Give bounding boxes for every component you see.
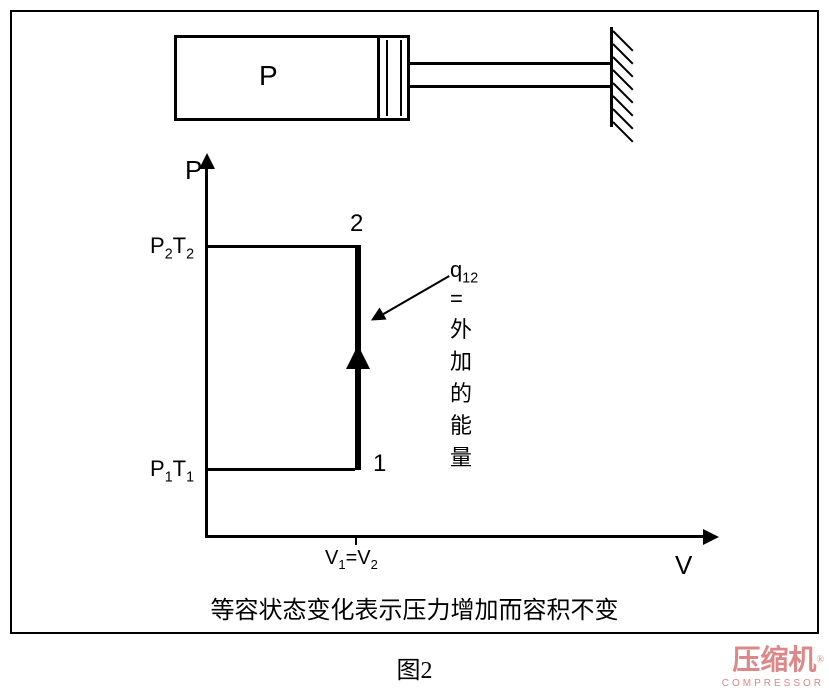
annotation-text: q12 = 外加的能量 [450,257,478,472]
y-axis [205,165,208,535]
rod-bottom-line [410,85,610,90]
watermark: 压缩机® COMPRESSOR [722,646,824,690]
guide-line-p1 [205,468,355,473]
guide-line-p2 [205,245,355,250]
x-axis-arrow-icon [703,529,719,545]
y-axis-label: P [185,155,202,186]
x-axis-label: V [675,550,692,581]
rod-top-line [410,62,610,67]
point-1-label: 1 [373,450,386,478]
ytick-p2t2: P2T2 [150,233,194,262]
x-axis [205,535,705,538]
ytick-p1t1: P1T1 [150,456,194,485]
point-2-label: 2 [350,210,363,238]
piston-inner [386,40,402,116]
figure-number: 图2 [0,650,829,685]
watermark-en: COMPRESSOR [722,678,824,689]
figure-caption: 等容状态变化表示压力增加而容积不变 [0,590,829,625]
process-arrow-icon [346,345,370,369]
outer-border [10,10,819,634]
piston-pressure-label: P [259,60,278,92]
watermark-reg-icon: ® [816,655,824,666]
x-tick [355,535,357,545]
watermark-cn: 压缩机 [732,644,816,675]
figure-container: P P V P2T2 P1T1 2 1 V1=V2 q12 = 外加的能量 等容… [0,0,829,695]
xtick-v1v2: V1=V2 [325,547,378,572]
